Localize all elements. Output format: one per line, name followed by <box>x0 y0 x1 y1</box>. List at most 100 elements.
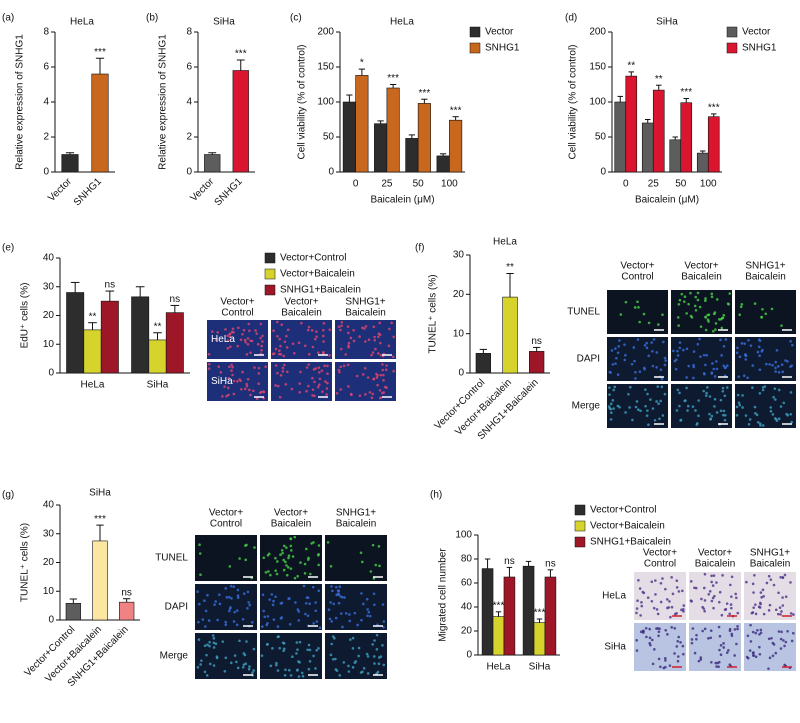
cell <box>295 641 299 644</box>
cell <box>306 614 310 618</box>
bar <box>492 616 505 656</box>
cell <box>727 649 730 652</box>
bar <box>91 73 109 173</box>
cell <box>718 648 721 652</box>
cell <box>728 292 732 295</box>
cell <box>382 373 385 377</box>
cell <box>347 670 351 673</box>
bar <box>61 154 79 173</box>
cell <box>657 634 660 638</box>
micrograph <box>735 290 796 334</box>
cell <box>248 388 251 392</box>
cell <box>229 345 232 349</box>
cell <box>656 612 660 616</box>
cell <box>758 368 762 372</box>
cell <box>678 298 682 302</box>
cell <box>307 384 310 388</box>
cell <box>207 352 211 356</box>
cell <box>696 298 700 302</box>
cell <box>754 411 757 415</box>
cell <box>713 594 716 598</box>
y-tick-label: 4 <box>43 97 49 108</box>
cell <box>326 541 330 544</box>
significance-label: *** <box>94 47 106 58</box>
cell <box>381 363 384 366</box>
panel-letter: (a) <box>2 13 14 24</box>
legend-swatch <box>574 504 586 516</box>
cell <box>720 354 723 357</box>
image-row-label: SiHa <box>604 642 626 653</box>
cell <box>614 362 617 365</box>
cell <box>205 653 208 657</box>
cell <box>217 365 221 369</box>
cell <box>706 386 709 389</box>
y-axis-label: Cell viability (% of control) <box>297 44 308 159</box>
cell <box>198 552 202 555</box>
cell <box>719 398 723 402</box>
cell <box>675 579 679 583</box>
cell <box>281 370 285 373</box>
cell <box>679 641 682 644</box>
cell <box>280 548 284 552</box>
cell <box>725 364 729 367</box>
legend-label: SNHG1 <box>485 43 520 54</box>
cell <box>699 355 702 358</box>
cell <box>390 321 393 325</box>
cell <box>615 356 618 360</box>
cell <box>237 326 240 330</box>
cell <box>373 335 376 339</box>
image-column-label: Baicalein <box>681 272 722 283</box>
cell <box>708 590 712 593</box>
x-tick-label: Vector <box>46 176 74 204</box>
cell <box>707 637 710 640</box>
cell <box>729 583 732 587</box>
cell <box>204 609 208 613</box>
cell <box>663 356 667 360</box>
x-tick-label: 100 <box>441 179 458 190</box>
cell <box>687 364 690 368</box>
cell <box>250 339 254 343</box>
cell <box>317 563 320 567</box>
cell <box>315 335 318 338</box>
cell <box>341 595 344 599</box>
y-tick-label: 0 <box>600 167 606 178</box>
cell <box>754 655 758 659</box>
cell <box>781 604 785 607</box>
x-tick-label: 50 <box>413 179 425 190</box>
cell <box>686 409 689 412</box>
cell <box>206 643 209 647</box>
cell <box>607 405 611 408</box>
bar <box>696 152 709 173</box>
cell <box>272 618 276 621</box>
cell <box>203 670 207 674</box>
cell <box>675 586 679 589</box>
cell <box>293 535 297 539</box>
image-column-label: Baicalein <box>271 519 312 530</box>
cell <box>316 385 320 389</box>
cell <box>710 414 714 418</box>
cell <box>759 628 763 632</box>
cell <box>645 341 648 345</box>
cell <box>265 623 269 627</box>
y-tick-label: 4 <box>186 97 192 108</box>
cell <box>204 625 207 628</box>
cell <box>636 338 640 341</box>
bar <box>100 300 119 374</box>
cell <box>297 619 301 622</box>
cell <box>282 649 285 653</box>
cell <box>228 595 231 599</box>
cell <box>744 414 748 417</box>
legend-swatch <box>264 252 276 264</box>
cell <box>635 638 639 642</box>
cell <box>639 409 642 413</box>
cell <box>287 668 291 672</box>
y-axis-label: Relative expression of SNHG1 <box>158 34 169 170</box>
cell <box>775 419 779 422</box>
cell <box>678 404 681 408</box>
significance-label: ns <box>531 336 542 347</box>
cell <box>348 619 352 623</box>
cell <box>285 546 288 549</box>
cell <box>350 393 353 397</box>
cell <box>758 633 761 636</box>
cell <box>737 375 741 378</box>
